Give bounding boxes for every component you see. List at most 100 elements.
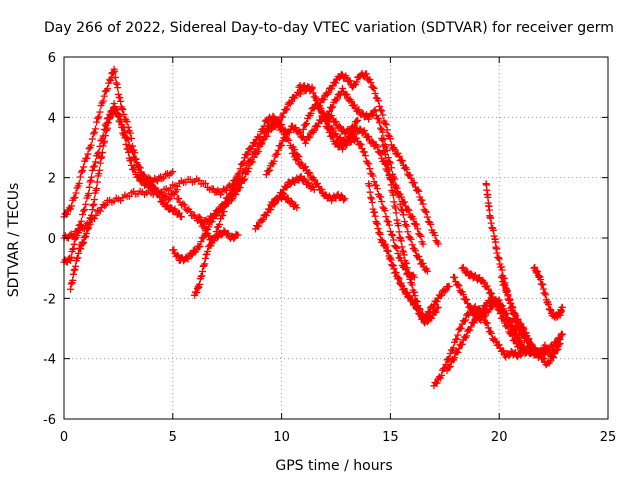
data-point [370, 107, 378, 115]
data-point [445, 363, 453, 371]
data-point [347, 97, 355, 105]
data-point [82, 233, 90, 241]
data-point [283, 105, 291, 113]
data-point [392, 268, 400, 276]
y-tick-label: -6 [43, 413, 56, 428]
data-point [180, 201, 188, 209]
data-point [110, 99, 118, 107]
data-point [290, 149, 298, 157]
data-point [306, 169, 314, 177]
data-point [207, 242, 215, 250]
data-point [324, 89, 332, 97]
data-point [77, 245, 85, 253]
data-point [398, 157, 406, 165]
data-point [98, 149, 106, 157]
data-point [282, 106, 290, 114]
data-point [390, 198, 398, 206]
data-point [84, 150, 92, 158]
data-point [308, 84, 316, 92]
data-point [87, 141, 95, 149]
data-point [325, 128, 333, 136]
data-point [97, 154, 105, 162]
data-point [405, 292, 413, 300]
data-point [402, 259, 410, 267]
data-point [83, 154, 91, 162]
data-point [410, 179, 418, 187]
data-point [520, 325, 528, 333]
data-point [362, 70, 370, 78]
data-point [387, 230, 395, 238]
data-point [114, 84, 122, 92]
data-point [500, 305, 508, 313]
data-point [370, 208, 378, 216]
data-point [113, 106, 121, 114]
data-point [416, 256, 424, 264]
data-point [201, 260, 209, 268]
data-point [373, 143, 381, 151]
data-point [467, 270, 475, 278]
data-point [246, 157, 254, 165]
data-point [389, 191, 397, 199]
data-point [399, 247, 407, 255]
data-point [201, 179, 209, 187]
data-point [69, 232, 77, 240]
data-point [374, 115, 382, 123]
data-point [92, 158, 100, 166]
data-point [498, 266, 506, 274]
data-point [332, 118, 340, 126]
data-point [553, 346, 561, 354]
data-point [88, 206, 96, 214]
data-point [241, 166, 249, 174]
data-point [547, 306, 555, 314]
y-tick-label: -2 [43, 292, 56, 307]
data-point [107, 74, 115, 82]
data-point [253, 146, 261, 154]
data-point [205, 232, 213, 240]
data-point [133, 159, 141, 167]
data-point [78, 210, 86, 218]
data-point [104, 85, 112, 93]
data-point [120, 110, 128, 118]
data-point [85, 183, 93, 191]
data-point [500, 280, 508, 288]
data-point [339, 84, 347, 92]
data-point [329, 133, 337, 141]
data-point [86, 220, 94, 228]
data-point [517, 320, 525, 328]
data-point [433, 298, 441, 306]
data-point [213, 233, 221, 241]
data-point [381, 207, 389, 215]
data-point [515, 342, 523, 350]
data-point [195, 213, 203, 221]
data-point [230, 235, 238, 243]
data-point [278, 141, 286, 149]
x-tick-label: 15 [382, 430, 399, 445]
data-point [355, 106, 363, 114]
data-point [81, 205, 89, 213]
data-point [284, 194, 292, 202]
data-point [286, 180, 294, 188]
data-point [350, 101, 358, 109]
data-point [68, 202, 76, 210]
data-point [302, 121, 310, 129]
data-point [70, 266, 78, 274]
data-point [441, 288, 449, 296]
data-point [302, 139, 310, 147]
data-point [414, 186, 422, 194]
data-point [196, 242, 204, 250]
data-point [373, 219, 381, 227]
data-point [396, 200, 404, 208]
data-point [404, 228, 412, 236]
data-point [443, 367, 451, 375]
series-track-21 [450, 273, 523, 342]
data-point [369, 83, 377, 91]
data-point [112, 79, 120, 87]
data-point [148, 178, 156, 186]
data-point [111, 73, 119, 81]
data-point [270, 199, 278, 207]
y-tick-label: 4 [48, 111, 56, 126]
data-point [340, 196, 348, 204]
data-point [508, 332, 516, 340]
data-point [279, 113, 287, 121]
